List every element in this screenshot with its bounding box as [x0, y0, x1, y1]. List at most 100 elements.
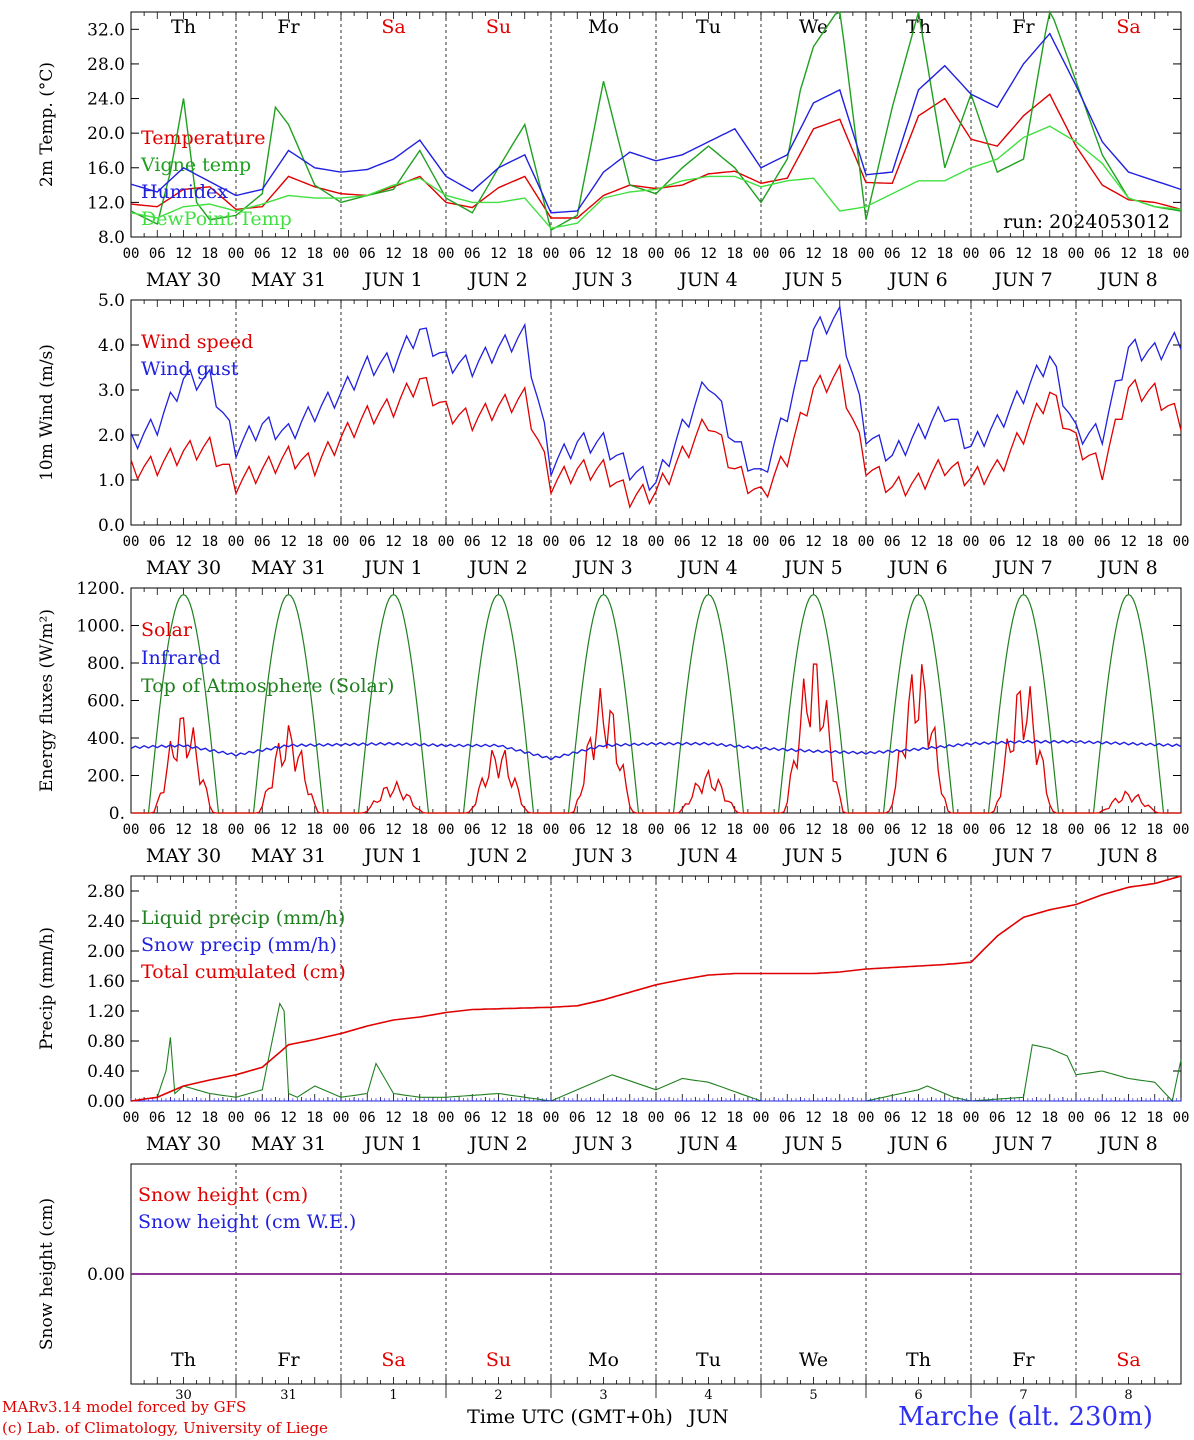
x-hour-label: 00: [753, 246, 770, 262]
x-hour-label: 00: [963, 1110, 980, 1126]
x-hour-label: 12: [175, 1110, 192, 1126]
x-hour-label: 00: [753, 534, 770, 550]
x-hour-label: 00: [438, 534, 455, 550]
x-date-label: JUN 8: [1097, 269, 1157, 291]
weekday-label-bottom: Fr: [1012, 1349, 1035, 1371]
x-hour-label: 12: [385, 246, 402, 262]
day-number: 8: [1124, 1388, 1132, 1403]
x-hour-label: 06: [569, 1110, 586, 1126]
x-hour-label: 00: [543, 822, 560, 838]
x-hour-label: 18: [201, 246, 218, 262]
x-hour-label: 06: [779, 534, 796, 550]
x-hour-label: 18: [726, 1110, 743, 1126]
weekday-label-top: Sa: [1116, 16, 1140, 38]
x-date-label: MAY 30: [146, 269, 221, 291]
x-hour-label: 00: [858, 246, 875, 262]
x-hour-label: 00: [753, 1110, 770, 1126]
y-tick-label: 4.0: [98, 336, 125, 356]
x-hour-label: 06: [254, 534, 271, 550]
x-hour-label: 00: [858, 534, 875, 550]
x-hour-label: 06: [1094, 246, 1111, 262]
x-date-label: JUN 2: [467, 845, 527, 867]
x-hour-label: 18: [936, 534, 953, 550]
y-tick-label: 400.: [87, 729, 125, 749]
x-hour-label: 12: [700, 822, 717, 838]
x-hour-label: 18: [936, 1110, 953, 1126]
y-tick-label: 1000.: [76, 617, 125, 637]
weekday-label-top: Mo: [588, 16, 619, 38]
x-hour-label: 06: [989, 534, 1006, 550]
x-hour-label: 00: [963, 246, 980, 262]
series-line-wind-1: [130, 363, 1182, 509]
day-number: 5: [809, 1388, 817, 1403]
weekday-label-top: Fr: [1012, 16, 1035, 38]
x-hour-label: 12: [490, 534, 507, 550]
day-number: 30: [175, 1388, 192, 1403]
x-hour-label: 06: [884, 246, 901, 262]
y-tick-label: 1.20: [87, 1002, 125, 1022]
x-hour-label: 18: [411, 534, 428, 550]
weekday-label-bottom: Th: [171, 1349, 196, 1371]
weekday-label-top: Th: [906, 16, 931, 38]
x-date-label: JUN 7: [992, 845, 1052, 867]
x-hour-label: 06: [989, 822, 1006, 838]
lab-credit: (c) Lab. of Climatology, University of L…: [2, 1419, 328, 1437]
series-line-solar: [131, 663, 1181, 814]
x-hour-label: 18: [1146, 246, 1163, 262]
day-number: 1: [389, 1388, 397, 1403]
legend-entry: Total cumulated (cm): [141, 961, 346, 983]
x-hour-label: 00: [858, 822, 875, 838]
x-date-label: JUN 7: [992, 557, 1052, 579]
day-number: 7: [1019, 1388, 1027, 1403]
legend-entry: Snow height (cm): [138, 1184, 308, 1206]
x-hour-label: 12: [175, 822, 192, 838]
run-label: run: 2024053012: [1003, 211, 1170, 233]
x-hour-label: 00: [648, 1110, 665, 1126]
y-tick-label: 20.0: [87, 124, 125, 144]
x-hour-label: 06: [464, 534, 481, 550]
x-hour-label: 18: [516, 246, 533, 262]
x-date-label: JUN 1: [362, 557, 422, 579]
x-hour-label: 18: [831, 246, 848, 262]
x-hour-label: 06: [884, 1110, 901, 1126]
x-date-label: MAY 31: [251, 1133, 326, 1155]
x-hour-label: 00: [753, 822, 770, 838]
x-hour-label: 06: [884, 822, 901, 838]
y-tick-label: 200.: [87, 767, 125, 787]
x-hour-label: 00: [1068, 822, 1085, 838]
x-hour-label: 06: [674, 822, 691, 838]
x-hour-label: 12: [280, 534, 297, 550]
station-name: Marche (alt. 230m): [898, 1402, 1153, 1432]
x-hour-label: 06: [149, 534, 166, 550]
x-hour-label: 06: [464, 1110, 481, 1126]
x-hour-label: 12: [1015, 246, 1032, 262]
x-hour-label: 00: [1068, 246, 1085, 262]
legend-entry: Humidex: [141, 181, 228, 203]
x-hour-label: 18: [201, 1110, 218, 1126]
x-hour-label: 06: [569, 246, 586, 262]
x-hour-label: 12: [385, 1110, 402, 1126]
legend-entry: Wind gust: [141, 358, 239, 380]
x-hour-label: 12: [910, 246, 927, 262]
x-date-label: JUN 6: [887, 557, 947, 579]
x-hour-label: 00: [228, 822, 245, 838]
x-date-label: MAY 31: [251, 269, 326, 291]
x-date-label: JUN 3: [572, 557, 632, 579]
x-hour-label: 06: [884, 534, 901, 550]
weekday-label-bottom: We: [799, 1349, 828, 1371]
x-date-label: JUN 8: [1097, 845, 1157, 867]
weekday-label-bottom: Fr: [277, 1349, 300, 1371]
y-axis-label: Energy fluxes (W/m²): [37, 609, 57, 792]
y-tick-label: 2.40: [87, 912, 125, 932]
x-hour-label: 18: [621, 1110, 638, 1126]
series-line-temp-2: [130, 9, 1182, 232]
legend-entry: DewPoint Temp: [141, 208, 292, 230]
y-tick-label: 0.80: [87, 1032, 125, 1052]
x-date-label: JUN 3: [572, 1133, 632, 1155]
x-hour-label: 12: [280, 246, 297, 262]
x-date-label: MAY 30: [146, 557, 221, 579]
x-hour-label: 06: [569, 534, 586, 550]
x-hour-label: 18: [516, 1110, 533, 1126]
y-tick-label: 1.60: [87, 972, 125, 992]
x-hour-label: 18: [726, 822, 743, 838]
